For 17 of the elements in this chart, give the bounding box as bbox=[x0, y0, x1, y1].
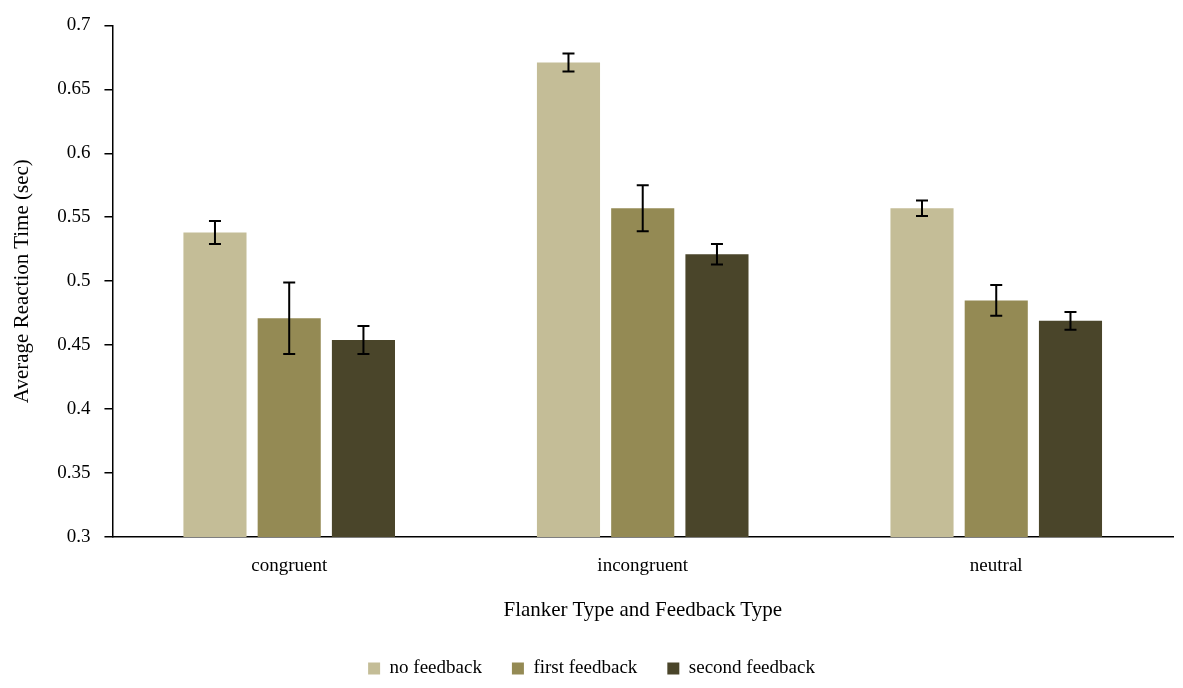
x-tick-label: congruent bbox=[251, 554, 328, 576]
x-axis-title: Flanker Type and Feedback Type bbox=[503, 596, 782, 621]
x-tick-label: incongruent bbox=[597, 554, 689, 576]
legend-label: no feedback bbox=[389, 656, 483, 678]
legend-label: second feedback bbox=[688, 656, 816, 678]
y-tick-label: 0.6 bbox=[66, 141, 91, 163]
y-tick-label: 0.3 bbox=[66, 524, 91, 546]
y-tick-label: 0.55 bbox=[57, 205, 91, 227]
y-tick-label: 0.4 bbox=[66, 397, 91, 419]
y-axis-title: Average Reaction Time (sec) bbox=[9, 159, 34, 404]
y-tick-label: 0.65 bbox=[57, 77, 91, 99]
y-tick-label: 0.7 bbox=[66, 13, 91, 35]
legend-label: first feedback bbox=[533, 656, 638, 678]
y-tick-label: 0.35 bbox=[57, 461, 91, 483]
y-tick-label: 0.45 bbox=[57, 333, 91, 355]
y-tick-label: 0.5 bbox=[66, 269, 91, 291]
x-tick-label: neutral bbox=[969, 554, 1023, 576]
